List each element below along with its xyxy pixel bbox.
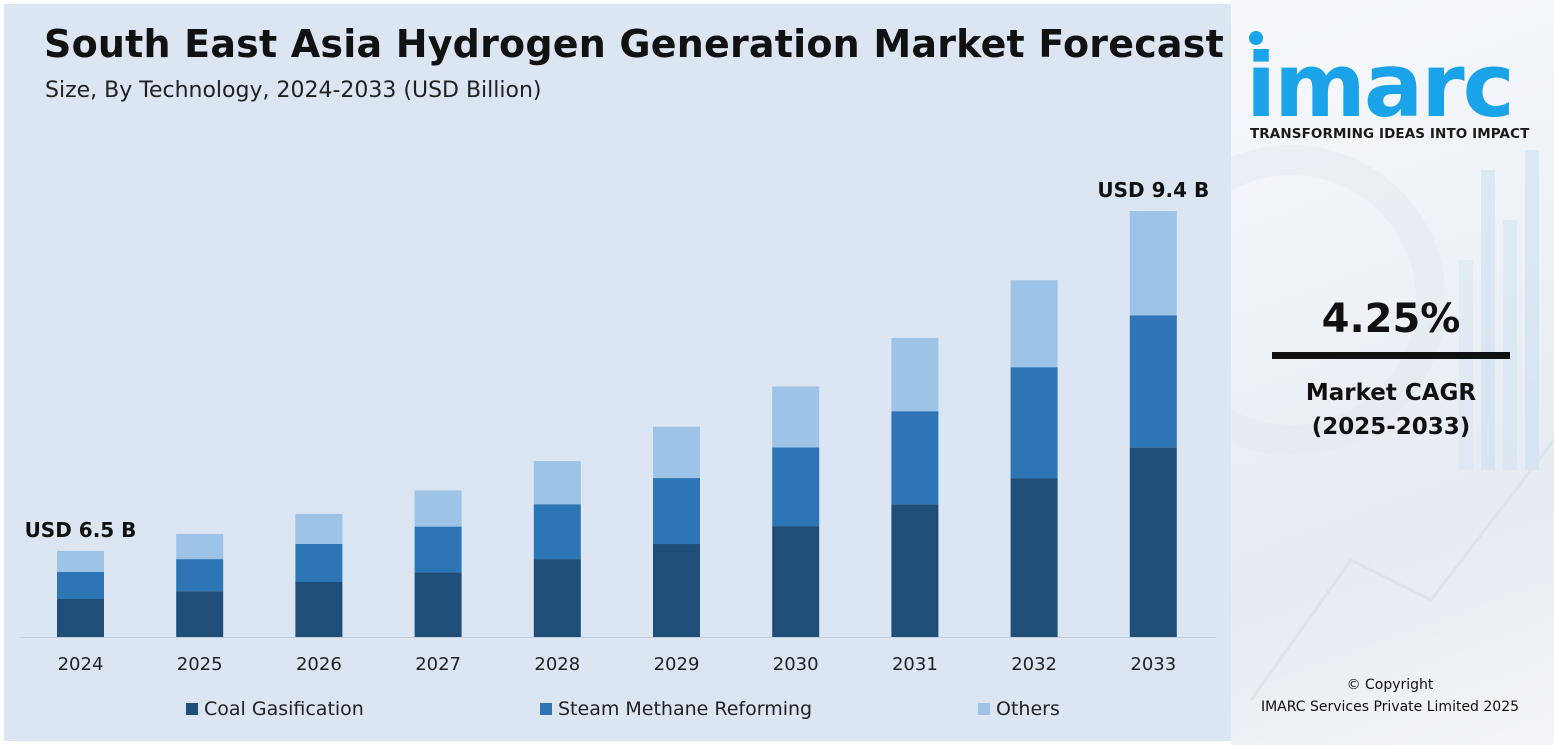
bar-2032-steam-methane-reforming bbox=[1010, 367, 1058, 479]
cagr-value: 4.25% bbox=[1321, 296, 1461, 342]
bar-2029-coal-gasification bbox=[653, 544, 700, 637]
x-tick-label-2028: 2028 bbox=[534, 654, 580, 675]
bar-2032-others bbox=[1010, 280, 1058, 368]
cagr-label: Market CAGR (2025-2033) bbox=[1262, 376, 1520, 444]
legend-swatch bbox=[540, 703, 552, 715]
bar-2027-steam-methane-reforming bbox=[414, 526, 462, 573]
bar-2031-others bbox=[891, 337, 939, 412]
bar-2033-coal-gasification bbox=[1129, 447, 1177, 637]
brand-tagline: TRANSFORMING IDEAS INTO IMPACT bbox=[1250, 126, 1530, 142]
x-tick-label-2030: 2030 bbox=[773, 654, 819, 675]
cagr-label-line1: Market CAGR bbox=[1305, 380, 1477, 406]
copyright-notice: © Copyright bbox=[1346, 677, 1434, 693]
x-tick-label-2025: 2025 bbox=[177, 654, 223, 675]
bar-2028-steam-methane-reforming bbox=[533, 504, 581, 560]
bar-2024-coal-gasification bbox=[57, 599, 104, 637]
brand-panel bbox=[1231, 0, 1554, 745]
bar-2031-steam-methane-reforming bbox=[891, 411, 939, 505]
bar-2026-steam-methane-reforming bbox=[295, 544, 343, 582]
legend-item-steam-methane-reforming: Steam Methane Reforming bbox=[540, 698, 812, 720]
bar-2031-coal-gasification bbox=[891, 504, 939, 637]
bar-2028-others bbox=[533, 461, 581, 505]
bar-2027-coal-gasification bbox=[414, 572, 462, 637]
bar-2025-others bbox=[176, 533, 224, 560]
x-tick-label-2032: 2032 bbox=[1011, 654, 1057, 675]
legend-label: Others bbox=[996, 698, 1060, 720]
data-label-2024: USD 6.5 B bbox=[25, 518, 137, 542]
data-label-2033: USD 9.4 B bbox=[1097, 178, 1209, 202]
bar-2030-steam-methane-reforming bbox=[772, 447, 820, 527]
bar-2024-others bbox=[57, 550, 104, 572]
bar-2030-others bbox=[772, 386, 820, 448]
legend-swatch bbox=[978, 703, 990, 715]
chart-title: South East Asia Hydrogen Generation Mark… bbox=[44, 22, 1224, 66]
bar-2027-others bbox=[414, 490, 462, 527]
bar-2033-others bbox=[1129, 211, 1177, 316]
x-tick-label-2027: 2027 bbox=[415, 654, 461, 675]
bar-2029-steam-methane-reforming bbox=[653, 478, 700, 545]
bar-2028-coal-gasification bbox=[533, 559, 581, 637]
cagr-label-line2: (2025-2033) bbox=[1311, 414, 1471, 440]
cagr-divider bbox=[1272, 352, 1510, 359]
imarc-logo: imarc bbox=[1246, 31, 1515, 137]
chart-subtitle: Size, By Technology, 2024-2033 (USD Bill… bbox=[45, 78, 542, 103]
bar-2033-steam-methane-reforming bbox=[1129, 315, 1177, 448]
bar-2025-steam-methane-reforming bbox=[176, 559, 224, 592]
x-tick-label-2024: 2024 bbox=[58, 654, 104, 675]
bar-2024-steam-methane-reforming bbox=[57, 572, 104, 599]
legend-label: Steam Methane Reforming bbox=[558, 698, 813, 720]
bar-2026-coal-gasification bbox=[295, 582, 343, 637]
stacked-bar-chart: 2024 2025 2026 2027 2028 2029 2030 2031 2032 2033… bbox=[20, 178, 1216, 675]
bar-2026-others bbox=[295, 513, 343, 544]
x-tick-label-2029: 2029 bbox=[654, 654, 700, 675]
x-tick-label-2031: 2031 bbox=[892, 654, 938, 675]
x-tick-label-2033: 2033 bbox=[1130, 654, 1176, 675]
legend-label: Coal Gasification bbox=[204, 698, 364, 720]
legend-item-others: Others bbox=[978, 698, 1060, 720]
bar-2032-coal-gasification bbox=[1010, 478, 1058, 637]
copyright-company: IMARC Services Private Limited 2025 bbox=[1260, 699, 1520, 715]
bar-2030-coal-gasification bbox=[772, 526, 820, 637]
legend-swatch bbox=[186, 703, 198, 715]
decorative-background-graphic bbox=[1231, 145, 1554, 701]
bar-2029-others bbox=[653, 426, 700, 478]
legend-item-coal-gasification: Coal Gasification bbox=[186, 698, 364, 720]
x-tick-label-2026: 2026 bbox=[296, 654, 342, 675]
bar-2025-coal-gasification bbox=[176, 591, 224, 637]
logo-wordmark: imarc bbox=[1246, 34, 1513, 137]
